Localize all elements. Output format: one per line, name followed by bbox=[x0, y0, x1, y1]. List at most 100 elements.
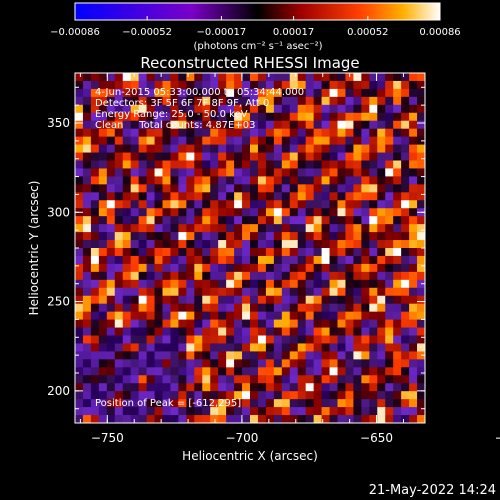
heatmap-cell bbox=[226, 327, 235, 336]
heatmap-cell bbox=[234, 104, 243, 114]
heatmap-cell bbox=[361, 88, 370, 98]
heatmap-cell bbox=[257, 248, 267, 257]
heatmap-cell bbox=[250, 208, 259, 217]
heatmap-cell bbox=[313, 184, 323, 193]
heatmap-cell bbox=[361, 168, 370, 177]
heatmap-cell bbox=[218, 88, 227, 98]
heatmap-cell bbox=[242, 104, 251, 114]
heatmap-cell bbox=[265, 240, 275, 249]
heatmap-cell bbox=[401, 160, 410, 169]
heatmap-cell bbox=[210, 176, 219, 185]
heatmap-cell bbox=[194, 367, 203, 376]
heatmap-cell bbox=[257, 359, 267, 368]
heatmap-cell bbox=[345, 128, 354, 138]
heatmap-cell bbox=[417, 200, 426, 209]
heatmap-cell bbox=[226, 303, 235, 313]
heatmap-cell bbox=[305, 383, 315, 392]
heatmap-cell bbox=[122, 263, 132, 273]
heatmap-cell bbox=[401, 224, 410, 233]
heatmap-cell bbox=[218, 96, 227, 106]
heatmap-cell bbox=[385, 184, 394, 193]
heatmap-cell bbox=[210, 415, 219, 424]
heatmap-cell bbox=[242, 343, 251, 352]
heatmap-cell bbox=[297, 351, 307, 360]
heatmap-cell bbox=[353, 120, 362, 130]
heatmap-cell bbox=[146, 263, 156, 273]
heatmap-cell bbox=[305, 96, 315, 106]
heatmap-cell bbox=[281, 295, 291, 305]
heatmap-cell bbox=[106, 192, 116, 201]
heatmap-cell bbox=[313, 327, 323, 336]
heatmap-cell bbox=[130, 80, 140, 90]
heatmap-cell bbox=[369, 303, 378, 313]
heatmap-cell bbox=[385, 160, 394, 169]
heatmap-cell bbox=[106, 311, 116, 321]
heatmap-cell bbox=[82, 216, 92, 225]
heatmap-cell bbox=[297, 208, 307, 217]
heatmap-cell bbox=[122, 152, 132, 161]
heatmap-cell bbox=[353, 367, 362, 376]
heatmap-cell bbox=[401, 152, 410, 161]
heatmap-cell bbox=[130, 104, 140, 114]
heatmap-cell bbox=[321, 224, 331, 233]
heatmap-cell bbox=[265, 367, 275, 376]
heatmap-cell bbox=[226, 383, 235, 392]
heatmap-cell bbox=[178, 160, 187, 169]
heatmap-cell bbox=[242, 232, 251, 241]
heatmap-cell bbox=[194, 88, 203, 98]
heatmap-cell bbox=[409, 192, 418, 201]
heatmap-cell bbox=[329, 367, 338, 376]
heatmap-cell bbox=[401, 208, 410, 217]
heatmap-cell bbox=[90, 271, 100, 281]
heatmap-cell bbox=[297, 311, 307, 321]
heatmap-cell bbox=[130, 200, 140, 209]
heatmap-cell bbox=[106, 176, 116, 185]
heatmap-cell bbox=[250, 255, 259, 265]
heatmap-cell bbox=[353, 216, 362, 225]
heatmap-cell bbox=[385, 128, 394, 138]
heatmap-cell bbox=[369, 184, 378, 193]
heatmap-cell bbox=[353, 295, 362, 305]
heatmap-cell bbox=[75, 375, 84, 384]
heatmap-cell bbox=[409, 73, 418, 82]
heatmap-cell bbox=[82, 176, 92, 185]
heatmap-cell bbox=[345, 295, 354, 305]
heatmap-cell bbox=[305, 152, 315, 161]
heatmap-cell bbox=[385, 176, 394, 185]
heatmap-cell bbox=[90, 343, 100, 352]
heatmap-cell bbox=[90, 240, 100, 249]
heatmap-cell bbox=[361, 399, 370, 408]
heatmap-cell bbox=[393, 399, 402, 408]
heatmap-cell bbox=[226, 224, 235, 233]
heatmap-cell bbox=[178, 184, 187, 193]
heatmap-cell bbox=[321, 152, 331, 161]
heatmap-cell bbox=[273, 407, 283, 416]
heatmap-cell bbox=[234, 73, 243, 82]
heatmap-cell bbox=[417, 104, 426, 114]
heatmap-cell bbox=[250, 343, 259, 352]
heatmap-cell bbox=[257, 136, 267, 146]
heatmap-cell bbox=[186, 279, 195, 289]
heatmap-cell bbox=[162, 144, 171, 154]
heatmap-cell bbox=[369, 232, 378, 241]
heatmap-cell bbox=[369, 136, 378, 146]
heatmap-cell bbox=[337, 73, 346, 82]
heatmap-cell bbox=[202, 104, 211, 114]
heatmap-cell bbox=[369, 224, 378, 233]
heatmap-cell bbox=[401, 184, 410, 193]
heatmap-cell bbox=[361, 359, 370, 368]
heatmap-cell bbox=[321, 255, 331, 265]
heatmap-cell bbox=[337, 383, 346, 392]
heatmap-cell bbox=[242, 327, 251, 336]
heatmap-cell bbox=[162, 327, 171, 336]
heatmap-cell bbox=[90, 136, 100, 146]
heatmap-cell bbox=[361, 255, 370, 265]
heatmap-cell bbox=[361, 351, 370, 360]
heatmap-cell bbox=[329, 407, 338, 416]
heatmap-cell bbox=[361, 160, 370, 169]
heatmap-cell bbox=[281, 144, 291, 154]
heatmap-cell bbox=[186, 295, 195, 305]
heatmap-cell bbox=[242, 96, 251, 106]
heatmap-cell bbox=[226, 351, 235, 360]
heatmap-cell bbox=[250, 407, 259, 416]
